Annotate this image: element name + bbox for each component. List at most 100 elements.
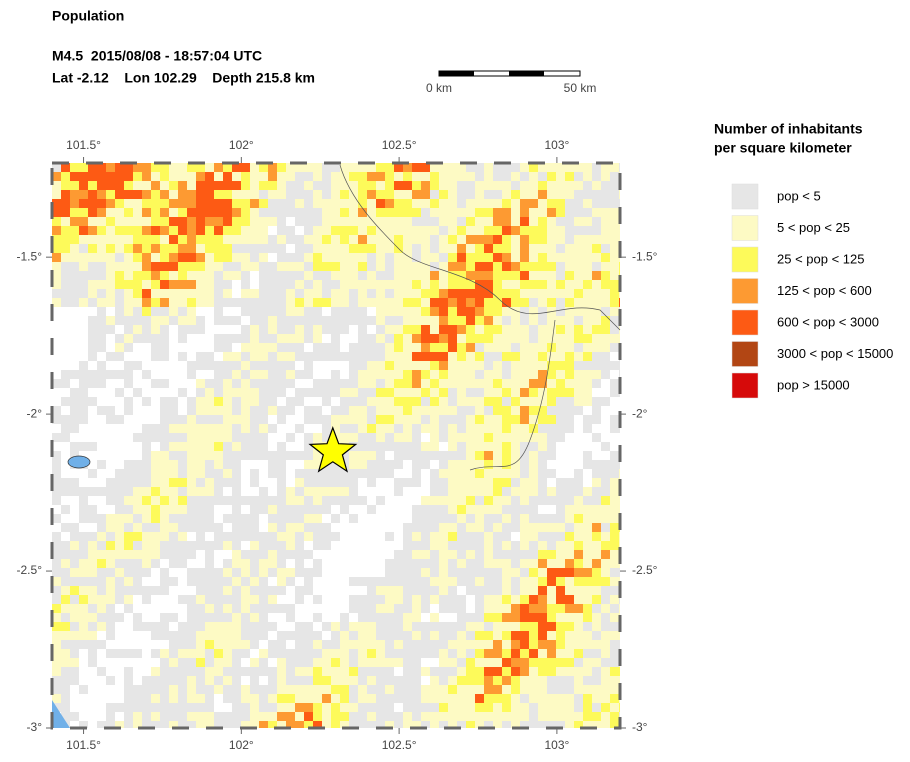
raster-cell: [124, 289, 133, 298]
raster-cell: [124, 604, 133, 613]
raster-cell: [52, 631, 61, 640]
raster-cell: [232, 640, 241, 649]
raster-cell: [430, 370, 439, 379]
raster-cell: [583, 370, 592, 379]
raster-cell: [421, 595, 430, 604]
raster-cell: [484, 613, 493, 622]
raster-cell: [187, 235, 196, 244]
raster-cell: [286, 262, 295, 271]
raster-cell: [538, 433, 547, 442]
raster-cell: [331, 235, 340, 244]
raster-cell: [142, 541, 151, 550]
raster-cell: [178, 226, 187, 235]
raster-cell: [529, 532, 538, 541]
raster-cell: [412, 523, 421, 532]
raster-cell: [61, 181, 70, 190]
raster-cell: [565, 352, 574, 361]
raster-cell: [196, 721, 205, 728]
raster-cell: [421, 181, 430, 190]
raster-cell: [232, 226, 241, 235]
raster-cell: [277, 226, 286, 235]
raster-cell: [295, 595, 304, 604]
raster-cell: [88, 262, 97, 271]
raster-cell: [538, 676, 547, 685]
raster-cell: [340, 712, 349, 721]
raster-cell: [565, 568, 574, 577]
raster-cell: [439, 505, 448, 514]
raster-cell: [475, 262, 484, 271]
raster-cell: [601, 712, 610, 721]
raster-cell: [115, 325, 124, 334]
raster-cell: [97, 262, 106, 271]
raster-cell: [493, 370, 502, 379]
raster-cell: [619, 667, 620, 676]
raster-cell: [430, 451, 439, 460]
raster-cell: [313, 685, 322, 694]
raster-cell: [151, 595, 160, 604]
raster-cell: [430, 352, 439, 361]
raster-cell: [538, 316, 547, 325]
raster-cell: [421, 244, 430, 253]
raster-cell: [502, 316, 511, 325]
raster-cell: [529, 505, 538, 514]
raster-cell: [151, 469, 160, 478]
raster-cell: [97, 352, 106, 361]
raster-cell: [133, 658, 142, 667]
raster-cell: [88, 532, 97, 541]
raster-cell: [610, 469, 619, 478]
raster-cell: [241, 235, 250, 244]
raster-cell: [187, 253, 196, 262]
raster-cell: [385, 253, 394, 262]
raster-cell: [493, 334, 502, 343]
raster-cell: [286, 406, 295, 415]
raster-cell: [448, 343, 457, 352]
raster-cell: [592, 199, 601, 208]
raster-cell: [331, 604, 340, 613]
raster-cell: [250, 379, 259, 388]
raster-cell: [115, 487, 124, 496]
raster-cell: [439, 487, 448, 496]
raster-cell: [268, 325, 277, 334]
raster-cell: [466, 550, 475, 559]
raster-cell: [547, 226, 556, 235]
raster-cell: [502, 334, 511, 343]
raster-cell: [430, 190, 439, 199]
raster-cell: [151, 244, 160, 253]
raster-cell: [565, 712, 574, 721]
raster-cell: [358, 343, 367, 352]
raster-cell: [79, 532, 88, 541]
raster-cell: [70, 487, 79, 496]
raster-cell: [268, 424, 277, 433]
raster-cell: [304, 676, 313, 685]
raster-cell: [430, 550, 439, 559]
raster-cell: [385, 541, 394, 550]
raster-cell: [394, 622, 403, 631]
raster-cell: [277, 496, 286, 505]
raster-cell: [232, 343, 241, 352]
raster-cell: [259, 676, 268, 685]
raster-cell: [259, 559, 268, 568]
raster-cell: [421, 397, 430, 406]
raster-cell: [151, 334, 160, 343]
raster-cell: [133, 235, 142, 244]
raster-cell: [223, 640, 232, 649]
raster-cell: [286, 694, 295, 703]
raster-cell: [250, 298, 259, 307]
raster-cell: [484, 361, 493, 370]
raster-cell: [214, 208, 223, 217]
raster-cell: [79, 334, 88, 343]
raster-cell: [169, 370, 178, 379]
raster-cell: [232, 604, 241, 613]
raster-cell: [529, 577, 538, 586]
raster-cell: [61, 388, 70, 397]
raster-cell: [79, 298, 88, 307]
raster-cell: [457, 289, 466, 298]
raster-cell: [115, 460, 124, 469]
raster-cell: [412, 361, 421, 370]
raster-cell: [511, 244, 520, 253]
raster-cell: [394, 640, 403, 649]
raster-cell: [169, 163, 178, 172]
raster-cell: [250, 460, 259, 469]
legend-title: per square kilometer: [714, 140, 852, 156]
raster-cell: [115, 613, 124, 622]
